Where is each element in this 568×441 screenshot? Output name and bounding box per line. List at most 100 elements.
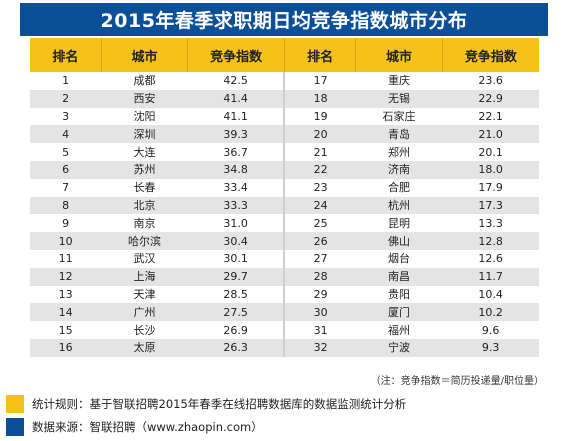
cell-index-right: 13.3 xyxy=(442,214,539,233)
legend-data-source-text: 数据来源：智联招聘（www.zhaopin.com） xyxy=(32,420,263,434)
cell-city-left: 北京 xyxy=(101,196,188,215)
cell-index-left: 41.4 xyxy=(187,89,285,108)
cell-index-left: 28.5 xyxy=(187,285,285,304)
cell-rank-left: 4 xyxy=(30,125,102,144)
cell-index-right: 17.9 xyxy=(442,178,539,197)
table-row: 7 长春 33.4 23 合肥 17.9 xyxy=(30,178,539,197)
cell-index-left: 39.3 xyxy=(187,125,285,144)
table-body: 1 成都 42.5 17 重庆 23.6 2 西安 41.4 18 无锡 22.9 3 沈阳 41.1 19 石… xyxy=(30,72,539,357)
table-row: 12 上海 29.7 28 南昌 11.7 xyxy=(30,267,539,286)
cell-rank-right: 27 xyxy=(283,249,356,268)
cell-city-right: 烟台 xyxy=(355,249,443,268)
cell-city-left: 大连 xyxy=(101,143,188,161)
cell-rank-right: 29 xyxy=(283,285,356,304)
header-rank-right: 排名 xyxy=(283,38,356,72)
table-row: 13 天津 28.5 29 贵阳 10.4 xyxy=(30,285,539,304)
header-index-left: 竞争指数 xyxy=(187,38,285,72)
cell-index-right: 21.0 xyxy=(442,125,539,144)
cell-rank-right: 24 xyxy=(283,196,356,215)
cell-rank-right: 20 xyxy=(283,125,356,144)
cell-rank-left: 12 xyxy=(30,267,102,286)
table-row: 2 西安 41.4 18 无锡 22.9 xyxy=(30,89,539,108)
legend-statistics-rule-text: 统计规则：基于智联招聘2015年春季在线招聘数据库的数据监测统计分析 xyxy=(32,397,407,411)
cell-rank-right: 19 xyxy=(283,107,356,126)
cell-city-right: 佛山 xyxy=(355,232,443,250)
cell-city-right: 合肥 xyxy=(355,178,443,197)
cell-index-left: 30.4 xyxy=(187,232,285,250)
cell-city-left: 上海 xyxy=(101,267,188,286)
cell-rank-left: 3 xyxy=(30,107,102,126)
cell-city-left: 沈阳 xyxy=(101,107,188,126)
cell-rank-left: 11 xyxy=(30,249,102,268)
cell-city-left: 苏州 xyxy=(101,160,188,179)
cell-index-right: 10.2 xyxy=(442,303,539,322)
blue-square-icon xyxy=(6,418,24,436)
cell-rank-right: 28 xyxy=(283,267,356,286)
cell-city-left: 长春 xyxy=(101,178,188,197)
header-index-right: 竞争指数 xyxy=(441,38,539,72)
cell-rank-left: 10 xyxy=(30,232,102,250)
cell-rank-left: 6 xyxy=(30,160,102,179)
cell-rank-left: 8 xyxy=(30,196,102,215)
cell-rank-left: 2 xyxy=(30,89,102,108)
table-row: 16 太原 26.3 32 宁波 9.3 xyxy=(30,338,539,357)
table-row: 3 沈阳 41.1 19 石家庄 22.1 xyxy=(30,107,539,126)
cell-rank-right: 31 xyxy=(283,321,356,339)
cell-city-right: 济南 xyxy=(355,160,443,179)
cell-index-right: 9.3 xyxy=(442,338,539,357)
cell-rank-right: 25 xyxy=(283,214,356,233)
cell-index-left: 29.7 xyxy=(187,267,285,286)
cell-index-right: 12.6 xyxy=(442,249,539,268)
cell-city-right: 厦门 xyxy=(355,303,443,322)
cell-city-left: 西安 xyxy=(101,89,188,108)
table-row: 5 大连 36.7 21 郑州 20.1 xyxy=(30,143,539,161)
cell-rank-left: 7 xyxy=(30,178,102,197)
table-header-row: 排名 城市 竞争指数 排名 城市 竞争指数 xyxy=(30,38,539,72)
header-city-left: 城市 xyxy=(100,38,188,72)
cell-rank-left: 5 xyxy=(30,143,102,161)
header-city-right: 城市 xyxy=(355,38,443,72)
cell-index-right: 20.1 xyxy=(442,143,539,161)
cell-city-left: 长沙 xyxy=(101,321,188,339)
cell-city-left: 天津 xyxy=(101,285,188,304)
cell-index-right: 10.4 xyxy=(442,285,539,304)
cell-index-left: 30.1 xyxy=(187,249,285,268)
cell-rank-right: 26 xyxy=(283,232,356,250)
cell-rank-right: 23 xyxy=(283,178,356,197)
cell-index-right: 18.0 xyxy=(442,160,539,179)
cell-index-left: 31.0 xyxy=(187,214,285,233)
cell-rank-right: 30 xyxy=(283,303,356,322)
yellow-square-icon xyxy=(6,395,24,413)
cell-city-right: 郑州 xyxy=(355,143,443,161)
cell-index-left: 27.5 xyxy=(187,303,285,322)
table-row: 15 长沙 26.9 31 福州 9.6 xyxy=(30,321,539,339)
cell-city-right: 青岛 xyxy=(355,125,443,144)
page-title: 2015年春季求职期日均竞争指数城市分布 xyxy=(20,3,548,36)
cell-index-right: 12.8 xyxy=(442,232,539,250)
cell-city-left: 深圳 xyxy=(101,125,188,144)
cell-city-left: 太原 xyxy=(101,338,188,357)
cell-rank-left: 16 xyxy=(30,338,102,357)
cell-rank-right: 21 xyxy=(283,143,356,161)
table-row: 11 武汉 30.1 27 烟台 12.6 xyxy=(30,249,539,268)
table-row: 4 深圳 39.3 20 青岛 21.0 xyxy=(30,125,539,144)
cell-city-left: 广州 xyxy=(101,303,188,322)
cell-city-left: 哈尔滨 xyxy=(101,232,188,250)
ranking-table: 排名 城市 竞争指数 排名 城市 竞争指数 1 成都 42.5 17 重庆 23.6 2 西安… xyxy=(30,38,539,357)
table-row: 6 苏州 34.8 22 济南 18.0 xyxy=(30,160,539,179)
cell-index-right: 23.6 xyxy=(442,72,539,90)
cell-city-right: 贵阳 xyxy=(355,285,443,304)
cell-rank-left: 15 xyxy=(30,321,102,339)
cell-city-right: 宁波 xyxy=(355,338,443,357)
cell-rank-right: 18 xyxy=(283,89,356,108)
table-row: 10 哈尔滨 30.4 26 佛山 12.8 xyxy=(30,232,539,250)
formula-note: （注：竞争指数＝简历投递量/职位量） xyxy=(370,376,544,387)
cell-rank-right: 22 xyxy=(283,160,356,179)
cell-city-right: 杭州 xyxy=(355,196,443,215)
table-row: 9 南京 31.0 25 昆明 13.3 xyxy=(30,214,539,233)
cell-index-left: 33.4 xyxy=(187,178,285,197)
table-row: 14 广州 27.5 30 厦门 10.2 xyxy=(30,303,539,322)
cell-index-right: 11.7 xyxy=(442,267,539,286)
cell-city-right: 无锡 xyxy=(355,89,443,108)
cell-rank-right: 32 xyxy=(283,338,356,357)
